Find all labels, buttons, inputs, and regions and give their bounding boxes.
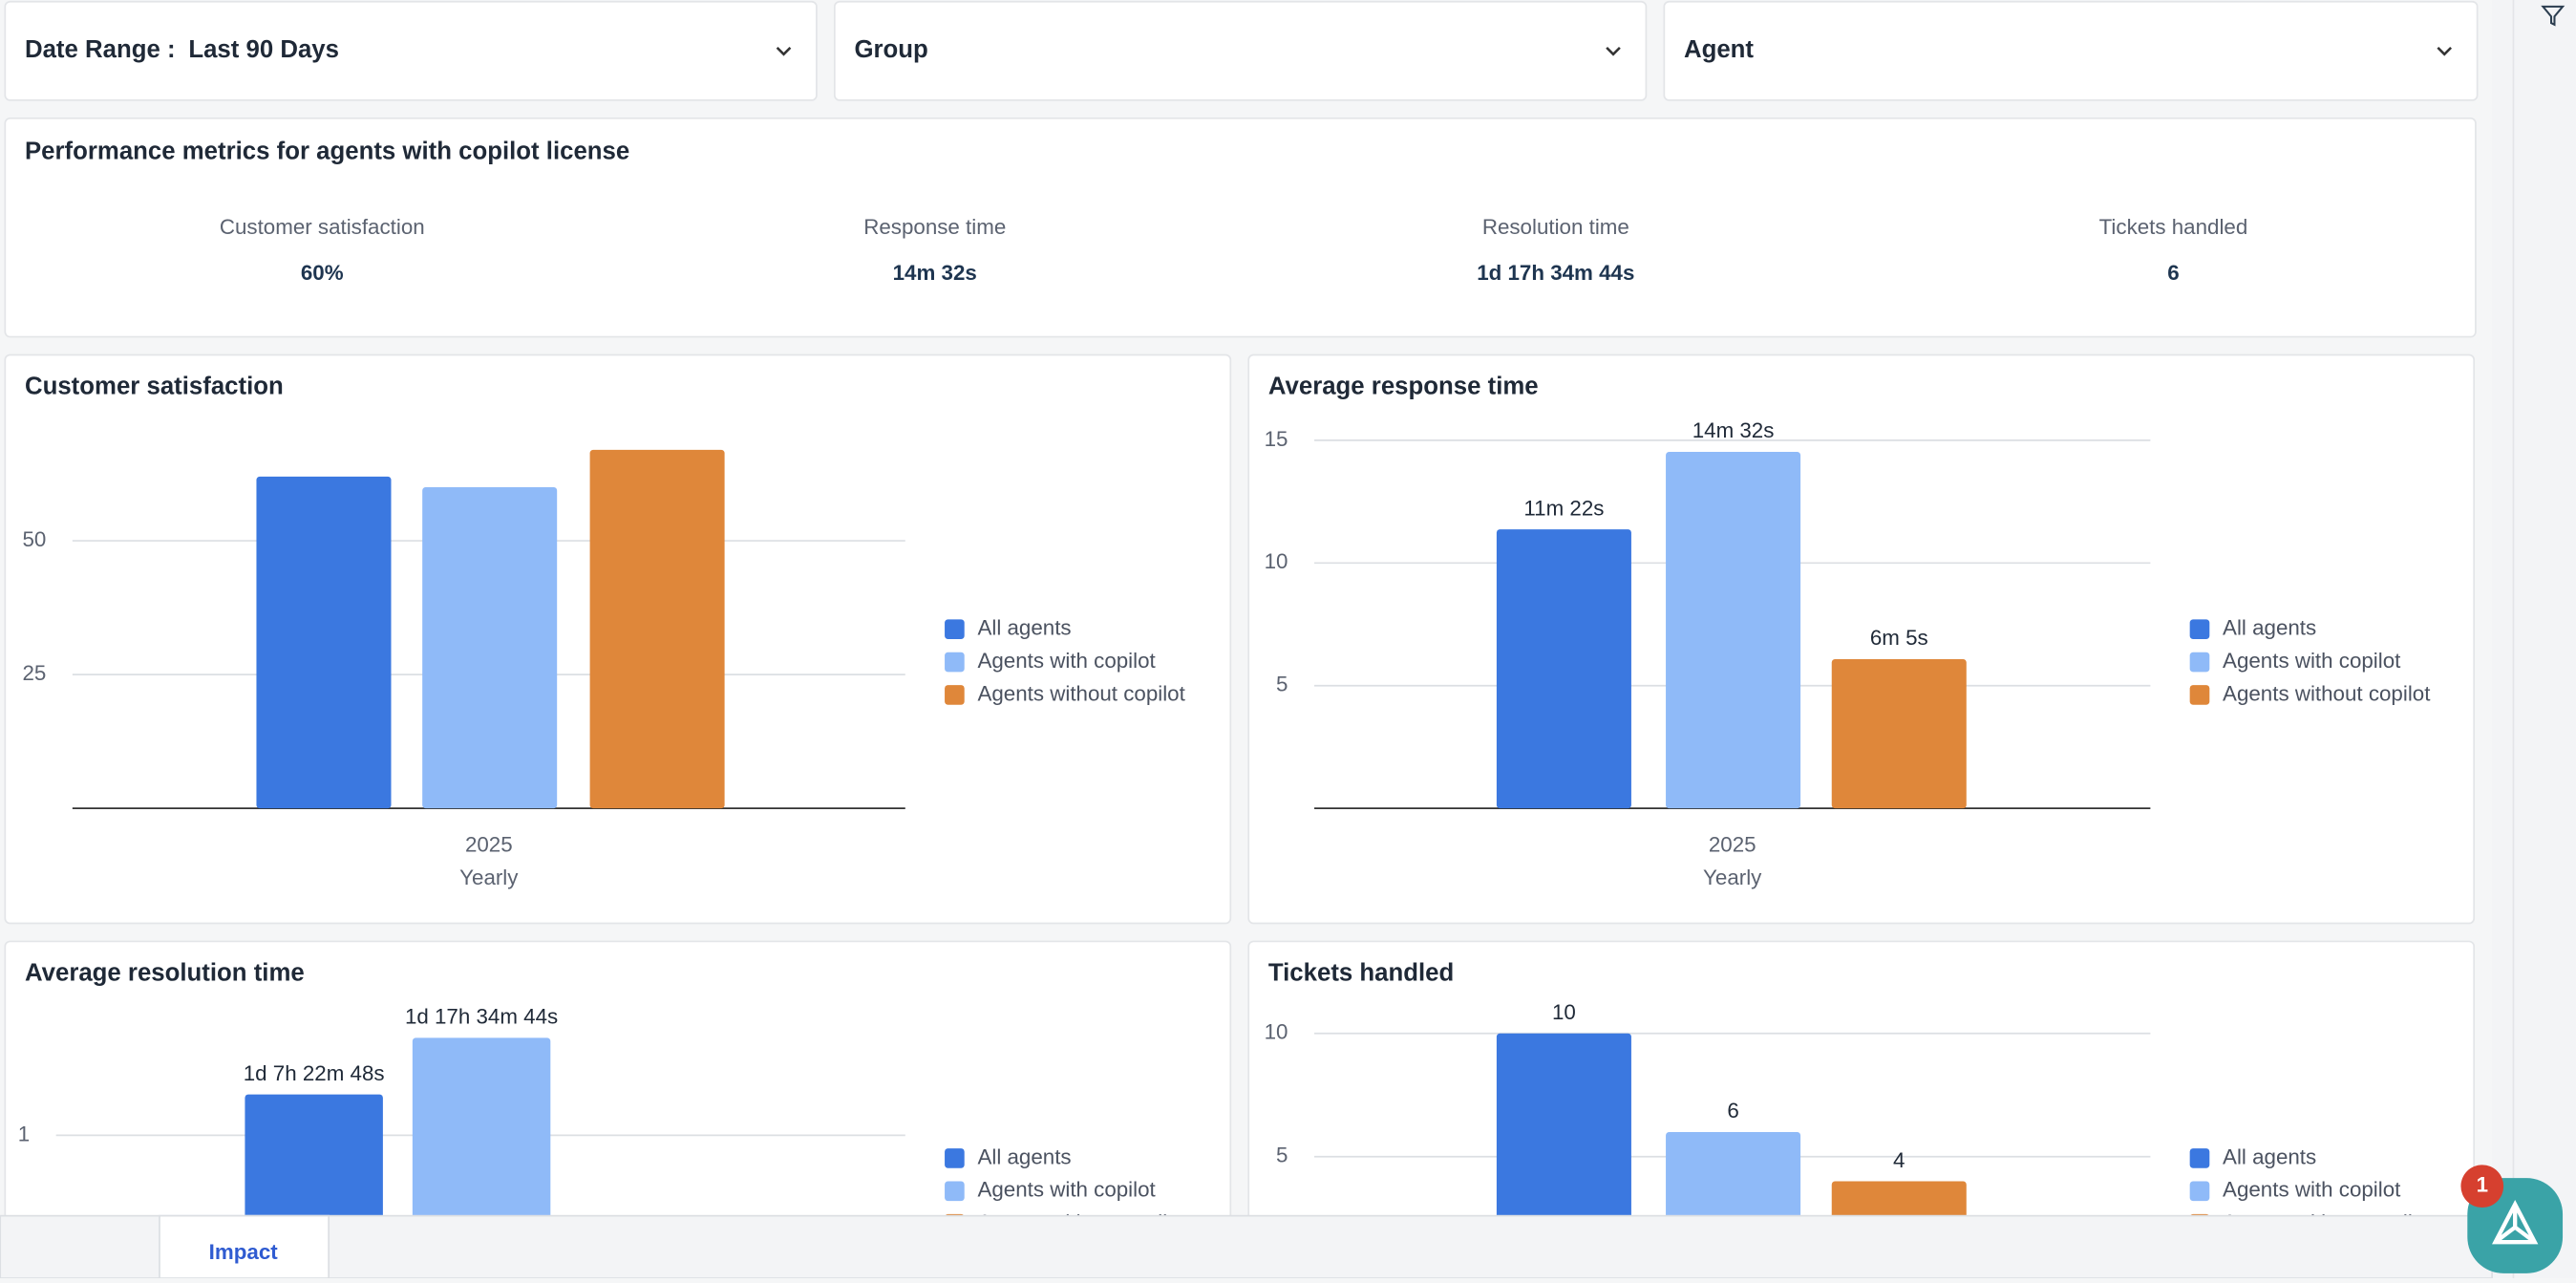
bottom-bar: [0, 1214, 2493, 1279]
legend-swatch: [945, 1148, 965, 1168]
chart-title: Average response time: [1268, 374, 1539, 400]
legend-label: Agents without copilot: [2223, 681, 2431, 705]
metric-label: Response time: [863, 215, 1006, 239]
assistant-icon: [2492, 1199, 2539, 1245]
data-label: 1d 7h 22m 48s: [244, 1061, 385, 1085]
legend-swatch: [2189, 1181, 2210, 1202]
y-tick-label: 5: [1276, 673, 1288, 696]
metric-value: 1d 17h 34m 44s: [1477, 261, 1634, 285]
bar: [1666, 451, 1801, 809]
filter-label: Agent: [1684, 36, 1754, 63]
legend-label: Agents without copilot: [977, 681, 1185, 705]
legend-swatch: [945, 685, 965, 705]
legend-label: All agents: [2223, 1144, 2316, 1168]
metric-label: Tickets handled: [2099, 215, 2248, 239]
data-label: 6m 5s: [1870, 626, 1928, 650]
data-label: 11m 22s: [1523, 496, 1604, 520]
legend-swatch: [945, 619, 965, 639]
filter-dropdown[interactable]: [833, 0, 1648, 101]
filter-dropdown[interactable]: [1663, 0, 2479, 101]
legend-label: Agents with copilot: [977, 1178, 1156, 1202]
bar: [589, 449, 725, 809]
y-tick-label: 50: [22, 527, 46, 551]
data-label: 4: [1893, 1148, 1905, 1172]
bar: [256, 476, 392, 809]
x-axis-label: Yearly: [1703, 866, 1762, 889]
x-axis-label: Yearly: [459, 866, 519, 889]
bar: [1496, 529, 1631, 809]
chart-title: Customer satisfaction: [25, 374, 284, 400]
x-tick-label: 2025: [1709, 833, 1756, 857]
legend-label: All agents: [2223, 616, 2316, 640]
data-label: 1d 17h 34m 44s: [405, 1005, 558, 1029]
right-sidebar: [2492, 0, 2576, 1278]
y-tick-label: 1: [18, 1122, 30, 1145]
y-tick-label: 25: [22, 661, 46, 685]
badge: [2460, 1165, 2504, 1208]
bar: [422, 487, 558, 809]
badge-count: 1: [2477, 1173, 2488, 1197]
chevron: [2437, 46, 2453, 56]
metrics-title: Performance metrics for agents with copi…: [25, 139, 629, 165]
legend-swatch: [945, 1181, 965, 1202]
filter-label: Group: [854, 36, 927, 63]
tab-label[interactable]: Impact: [209, 1240, 279, 1264]
legend-swatch: [2189, 685, 2210, 705]
metric-label: Customer satisfaction: [220, 215, 425, 239]
metrics-panel: [4, 117, 2477, 338]
legend-swatch: [2189, 1148, 2210, 1168]
metric-value: 6: [2167, 261, 2179, 285]
bar: [412, 1037, 551, 1269]
legend-label: Agents with copilot: [977, 649, 1156, 673]
metric-value: 14m 32s: [893, 261, 977, 285]
legend-label: All agents: [977, 616, 1071, 640]
legend-label: Agents with copilot: [2223, 1178, 2401, 1202]
filter-value: Last 90 Days: [188, 36, 339, 63]
legend-swatch: [2189, 619, 2210, 639]
data-label: 10: [1552, 1000, 1576, 1024]
chart-title: Average resolution time: [25, 960, 305, 987]
filter-dropdown[interactable]: [4, 0, 818, 101]
x-tick-label: 2025: [465, 833, 513, 857]
chart-title: Tickets handled: [1268, 960, 1454, 987]
bar: [1831, 658, 1967, 809]
legend-label: Agents with copilot: [2223, 649, 2401, 673]
y-tick-label: 10: [1265, 549, 1288, 573]
data-label: 14m 32s: [1692, 418, 1775, 442]
metric-label: Resolution time: [1482, 215, 1629, 239]
chevron: [1606, 46, 1621, 56]
y-tick-label: 10: [1265, 1020, 1288, 1044]
metric-value: 60%: [301, 261, 344, 285]
legend-swatch: [2189, 652, 2210, 673]
data-label: 6: [1727, 1099, 1738, 1123]
legend-label: All agents: [977, 1144, 1071, 1168]
legend-swatch: [945, 652, 965, 673]
filter-icon[interactable]: [2541, 5, 2565, 27]
chevron: [776, 46, 792, 56]
y-tick-label: 5: [1276, 1144, 1288, 1167]
filter-label: Date Range :: [25, 36, 176, 63]
y-tick-label: 15: [1265, 427, 1288, 451]
